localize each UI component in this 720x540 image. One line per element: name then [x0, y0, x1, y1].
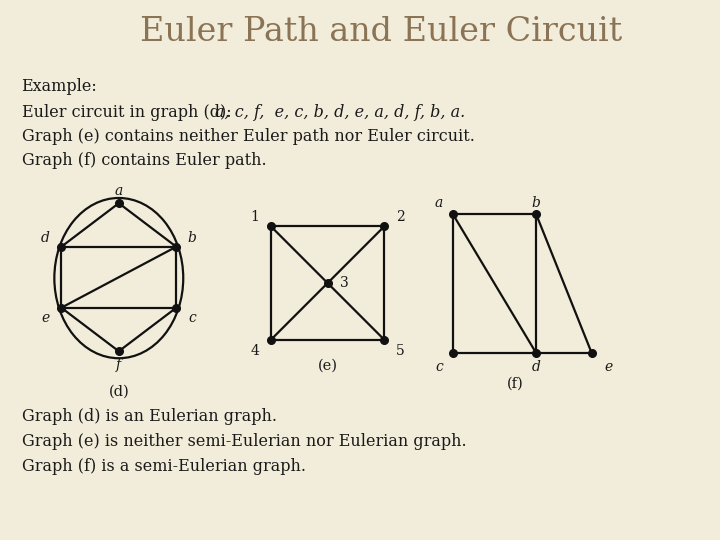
Text: b: b — [531, 196, 541, 210]
Text: a: a — [435, 196, 443, 210]
Text: Example:: Example: — [22, 78, 97, 95]
Text: (f): (f) — [507, 376, 523, 390]
Text: c: c — [435, 360, 443, 374]
Text: Graph (e) contains neither Euler path nor Euler circuit.: Graph (e) contains neither Euler path no… — [22, 128, 474, 145]
Text: Graph (f) contains Euler path.: Graph (f) contains Euler path. — [22, 152, 266, 169]
Text: 5: 5 — [395, 344, 405, 358]
Text: c: c — [188, 311, 196, 325]
Text: 2: 2 — [395, 211, 405, 225]
Text: a: a — [114, 184, 123, 198]
Text: (d): (d) — [109, 384, 129, 399]
Text: Graph (f) is a semi-Eulerian graph.: Graph (f) is a semi-Eulerian graph. — [22, 458, 305, 475]
Text: Euler Path and Euler Circuit: Euler Path and Euler Circuit — [140, 16, 623, 48]
Text: e: e — [42, 311, 50, 325]
Text: (e): (e) — [318, 359, 338, 373]
Text: 4: 4 — [251, 344, 260, 358]
Text: d: d — [41, 231, 50, 245]
Text: 1: 1 — [251, 211, 260, 225]
Text: Euler circuit in graph (d):: Euler circuit in graph (d): — [22, 104, 236, 120]
Text: a, c, f,  e, c, b, d, e, a, d, f, b, a.: a, c, f, e, c, b, d, e, a, d, f, b, a. — [215, 104, 465, 120]
Text: f: f — [116, 358, 122, 372]
Text: b: b — [187, 231, 197, 245]
Text: e: e — [604, 360, 613, 374]
Text: Graph (d) is an Eulerian graph.: Graph (d) is an Eulerian graph. — [22, 408, 276, 424]
Text: 3: 3 — [340, 276, 349, 290]
Text: Graph (e) is neither semi-Eulerian nor Eulerian graph.: Graph (e) is neither semi-Eulerian nor E… — [22, 433, 467, 450]
Text: d: d — [531, 360, 541, 374]
